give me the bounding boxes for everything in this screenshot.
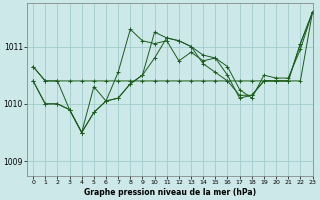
- X-axis label: Graphe pression niveau de la mer (hPa): Graphe pression niveau de la mer (hPa): [84, 188, 256, 197]
